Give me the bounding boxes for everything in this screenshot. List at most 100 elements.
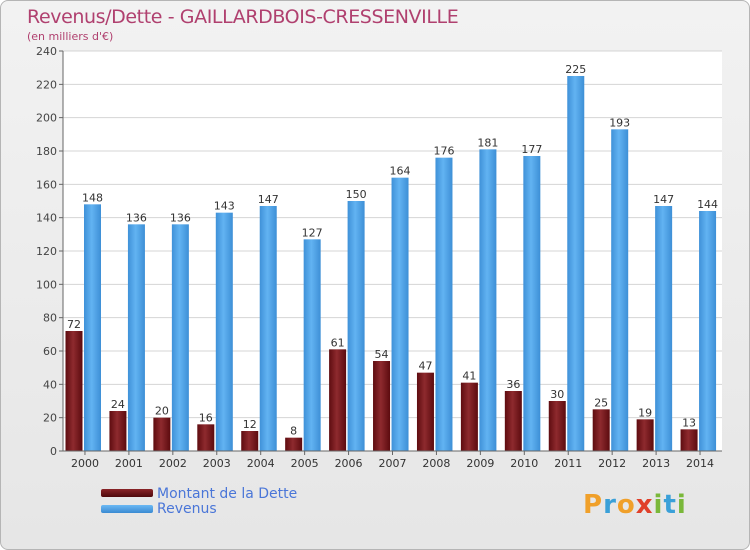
bar-debt (504, 391, 522, 451)
logo-letter: t (663, 490, 677, 520)
x-tick-label: 2013 (642, 457, 670, 470)
y-tick-label: 20 (43, 412, 57, 425)
data-label-revenue: 147 (258, 193, 279, 206)
legend-swatch-revenue (101, 505, 153, 513)
data-label-revenue: 225 (565, 63, 586, 76)
logo-letter: P (583, 490, 604, 520)
data-label-debt: 30 (550, 388, 564, 401)
chart-title: Revenus/Dette - GAILLARDBOIS-CRESSENVILL… (27, 6, 459, 28)
bar-revenue (215, 212, 233, 451)
bar-debt (241, 431, 259, 451)
proxiti-logo: Proxiti (583, 490, 687, 520)
logo-letter: x (635, 490, 654, 520)
bar-revenue (303, 239, 321, 451)
bar-revenue (479, 149, 497, 452)
data-label-revenue: 147 (653, 193, 674, 206)
bar-debt (373, 361, 391, 451)
logo-letter: r (603, 490, 617, 520)
x-tick-label: 2012 (598, 457, 626, 470)
chart-subtitle: (en milliers d'€) (27, 30, 114, 43)
bar-debt (109, 411, 127, 451)
legend-label-revenue: Revenus (157, 501, 217, 517)
bar-revenue (127, 224, 145, 451)
data-label-debt: 19 (638, 406, 652, 419)
bar-revenue (567, 76, 585, 451)
bar-debt (197, 424, 215, 451)
x-tick-label: 2007 (379, 457, 407, 470)
y-tick-label: 180 (36, 145, 57, 158)
x-tick-label: 2001 (115, 457, 143, 470)
data-label-debt: 8 (290, 425, 297, 438)
data-label-revenue: 177 (521, 143, 542, 156)
data-label-debt: 16 (199, 411, 213, 424)
y-tick-label: 240 (36, 45, 57, 58)
y-tick-label: 160 (36, 178, 57, 191)
bar-revenue (523, 156, 541, 451)
data-label-revenue: 150 (346, 188, 367, 201)
y-tick-label: 0 (50, 445, 57, 458)
data-label-revenue: 136 (126, 211, 147, 224)
data-label-revenue: 144 (697, 198, 718, 211)
data-label-revenue: 136 (170, 211, 191, 224)
bar-debt (592, 409, 610, 451)
data-label-revenue: 148 (82, 191, 103, 204)
bar-debt (416, 372, 434, 451)
y-tick-label: 40 (43, 378, 57, 391)
bar-debt (65, 331, 83, 451)
data-label-debt: 25 (594, 396, 608, 409)
bar-debt (329, 349, 347, 451)
data-label-debt: 13 (682, 416, 696, 429)
data-label-revenue: 176 (433, 145, 454, 158)
legend-swatch-debt (101, 489, 153, 497)
y-tick-label: 200 (36, 112, 57, 125)
bar-revenue (347, 201, 365, 451)
data-label-revenue: 143 (214, 200, 235, 213)
bar-revenue (699, 211, 717, 451)
data-label-debt: 47 (418, 360, 432, 373)
x-tick-label: 2004 (247, 457, 275, 470)
legend-label-debt: Montant de la Dette (157, 486, 298, 502)
bar-revenue (435, 157, 453, 451)
bar-revenue (655, 206, 673, 451)
bar-revenue (611, 129, 629, 452)
y-tick-label: 120 (36, 245, 57, 258)
x-tick-label: 2014 (686, 457, 714, 470)
bar-revenue (84, 204, 101, 451)
bar-debt (680, 429, 698, 451)
y-tick-label: 220 (36, 78, 57, 91)
data-label-debt: 72 (67, 318, 81, 331)
data-label-debt: 24 (111, 398, 125, 411)
x-tick-label: 2000 (71, 457, 99, 470)
bar-debt (153, 417, 171, 451)
data-label-debt: 12 (243, 418, 257, 431)
bar-debt (548, 401, 566, 451)
data-label-revenue: 181 (477, 136, 498, 149)
data-label-debt: 54 (375, 348, 389, 361)
bar-debt (636, 419, 654, 451)
bar-debt (460, 382, 478, 451)
logo-letter: o (616, 490, 636, 520)
bar-debt (285, 437, 303, 451)
data-label-revenue: 193 (609, 116, 630, 129)
x-tick-label: 2003 (203, 457, 231, 470)
bar-revenue (391, 177, 409, 451)
x-tick-label: 2005 (291, 457, 319, 470)
logo-letter: i (653, 490, 664, 520)
x-tick-label: 2010 (510, 457, 538, 470)
y-tick-label: 140 (36, 212, 57, 225)
bar-revenue (171, 224, 189, 451)
y-tick-label: 80 (43, 312, 57, 325)
x-tick-label: 2008 (422, 457, 450, 470)
data-label-debt: 61 (331, 336, 345, 349)
x-tick-label: 2006 (335, 457, 363, 470)
x-tick-label: 2002 (159, 457, 187, 470)
y-tick-label: 60 (43, 345, 57, 358)
y-tick-label: 100 (36, 278, 57, 291)
logo-letter: i (676, 490, 687, 520)
data-label-debt: 20 (155, 405, 169, 418)
data-label-debt: 36 (506, 378, 520, 391)
x-tick-label: 2011 (554, 457, 582, 470)
x-tick-label: 2009 (466, 457, 494, 470)
data-label-revenue: 127 (302, 226, 323, 239)
